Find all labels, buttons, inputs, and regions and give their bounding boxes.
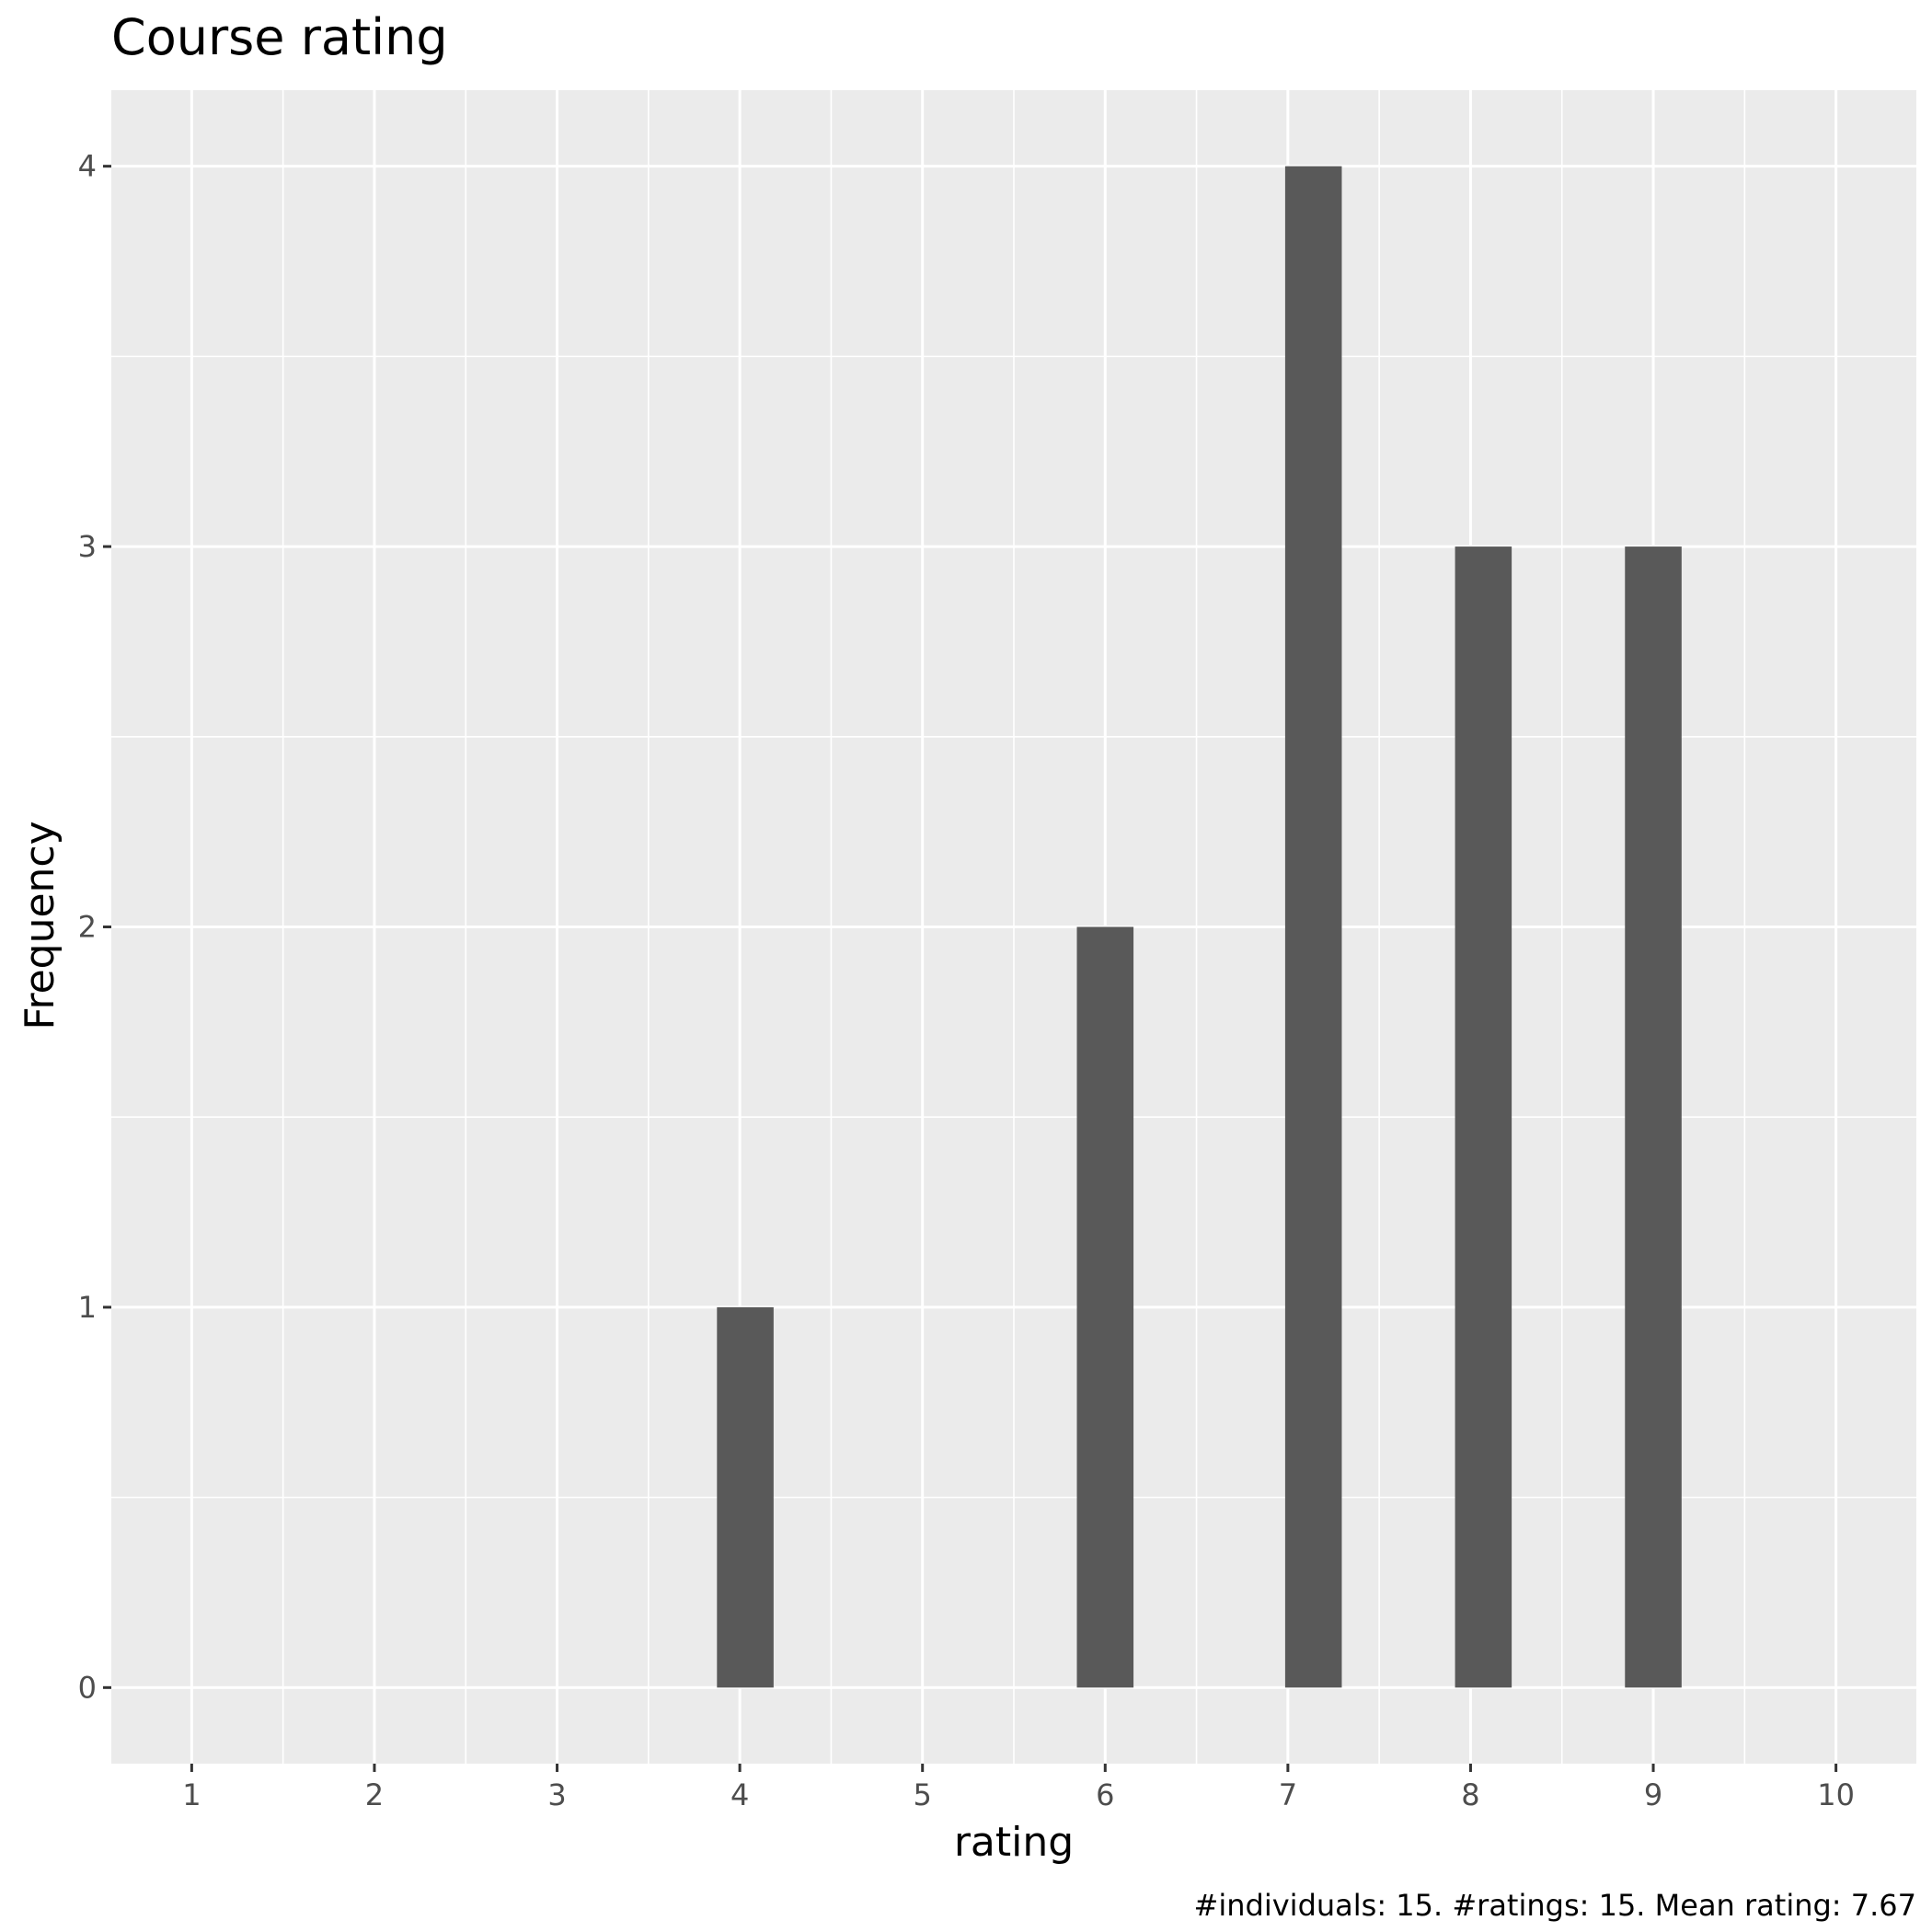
x-tick-label: 8 [1461,1777,1479,1812]
x-tick-label: 4 [730,1777,749,1812]
x-tick-label: 5 [914,1777,932,1812]
x-tick-label: 9 [1644,1777,1662,1812]
bar-2 [1076,926,1134,1688]
bar-3 [1284,166,1342,1688]
bars [717,166,1682,1688]
bar-1 [717,1306,774,1688]
bar-5 [1625,546,1682,1688]
x-axis-ticks: 1 2 3 4 5 6 7 8 9 10 [182,1764,1855,1812]
x-tick-label: 3 [547,1777,566,1812]
chart-caption: #individuals: 15. #ratings: 15. Mean rat… [1194,1888,1916,1923]
x-tick-label: 10 [1817,1777,1855,1812]
x-tick-label: 6 [1096,1777,1114,1812]
x-tick-label: 1 [182,1777,201,1812]
x-tick-label: 7 [1279,1777,1297,1812]
chart-title: Course rating [111,8,448,66]
x-axis-title: rating [954,1819,1074,1866]
y-axis-ticks: 0 1 2 3 4 [78,149,111,1705]
y-tick-label: 4 [78,149,97,184]
y-tick-label: 3 [78,529,97,564]
bar-4 [1455,546,1512,1688]
x-tick-label: 2 [365,1777,384,1812]
y-axis-title: Frequency [17,821,63,1029]
y-tick-label: 0 [78,1670,97,1705]
y-tick-label: 2 [78,910,97,945]
y-tick-label: 1 [78,1290,97,1325]
